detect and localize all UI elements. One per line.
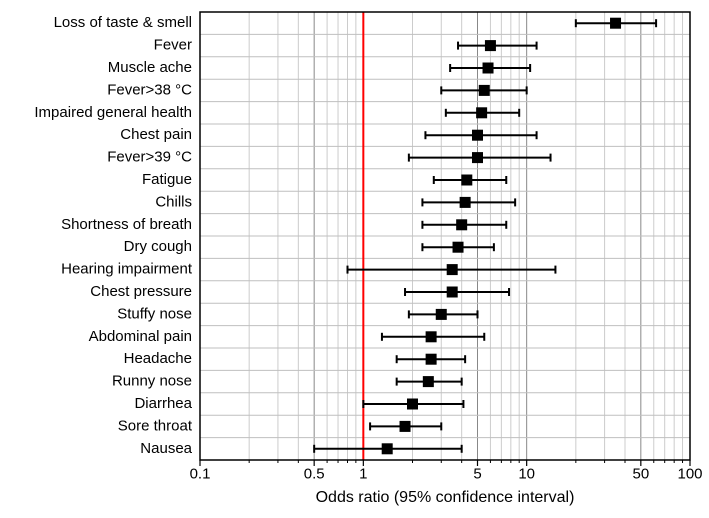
row-label: Headache [124,350,192,367]
row-label: Abdominal pain [89,328,192,345]
x-tick-label: 10 [518,465,535,482]
chart-svg: Loss of taste & smell Fever Muscle ache Fev… [0,0,709,518]
or-marker [447,287,458,298]
x-tick-label: 1 [359,465,367,482]
row-label: Chest pressure [90,283,192,300]
row-label: Muscle ache [108,59,192,76]
row-label: Shortness of breath [61,216,192,233]
row-label: Stuffy nose [117,305,192,322]
or-marker [382,443,393,454]
row-label: Fatigue [142,171,192,188]
or-marker [472,152,483,163]
or-marker [426,354,437,365]
or-marker [610,18,621,29]
x-tick-label: 5 [473,465,481,482]
or-marker [423,376,434,387]
or-marker [400,421,411,432]
or-marker [426,331,437,342]
or-marker [447,264,458,275]
or-marker [479,85,490,96]
row-label: Chest pain [120,126,192,143]
x-tick-label: 0.1 [190,465,211,482]
row-label: Hearing impairment [61,261,193,278]
x-axis-title: Odds ratio (95% confidence interval) [316,489,575,506]
x-tick-label: 0.5 [304,465,325,482]
or-marker [483,63,494,74]
row-label: Nausea [140,440,192,457]
row-label: Fever>39 °C [107,149,192,166]
or-marker [472,130,483,141]
row-label: Runny nose [112,373,192,390]
row-label: Loss of taste & smell [54,14,192,31]
row-label: Diarrhea [134,395,192,412]
forest-plot: Loss of taste & smell Fever Muscle ache Fev… [0,0,709,518]
or-marker [436,309,447,320]
x-tick-label: 50 [632,465,649,482]
or-marker [476,107,487,118]
x-tick-label: 100 [677,465,702,482]
row-label: Sore throat [118,417,193,434]
or-marker [460,197,471,208]
or-marker [456,219,467,230]
or-marker [485,40,496,51]
or-marker [453,242,464,253]
or-marker [407,399,418,410]
row-label: Fever [154,37,192,54]
row-label: Impaired general health [34,104,192,121]
or-marker [461,175,472,186]
row-label: Chills [155,193,192,210]
row-label: Fever>38 °C [107,81,192,98]
row-label: Dry cough [124,238,192,255]
